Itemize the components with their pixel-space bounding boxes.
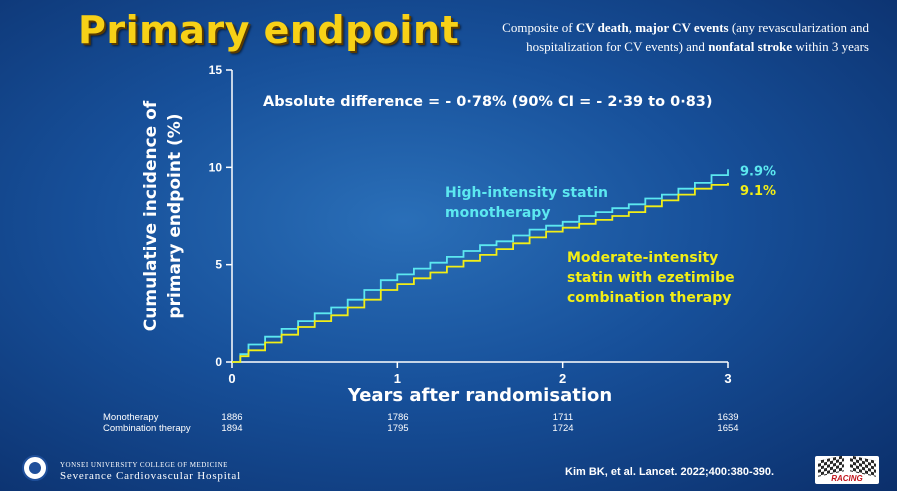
at-risk-value: 1639 <box>717 412 739 423</box>
series-line-high_intensity <box>232 169 729 363</box>
difference-annotation: Absolute difference = - 0·78% (90% CI = … <box>263 94 713 110</box>
series-label-high_intensity: monotherapy <box>445 205 550 221</box>
at-risk-value: 1795 <box>387 423 409 434</box>
y-axis-label: primary endpoint (%) <box>165 113 185 318</box>
at-risk-row-monotherapy: Monotherapy 1886 1786 1711 1639 <box>0 412 897 424</box>
x-tick-label: 3 <box>724 371 731 386</box>
x-tick-label: 1 <box>394 371 401 386</box>
at-risk-label: Monotherapy <box>103 412 159 423</box>
series-end-value-high_intensity: 9.9% <box>740 164 776 179</box>
x-tick-label: 2 <box>559 371 566 386</box>
institution-hospital: Severance Cardiovascular Hospital <box>60 470 241 482</box>
series-end-value-combination: 9.1% <box>740 184 776 199</box>
citation: Kim BK, et al. Lancet. 2022;400:380-390. <box>565 466 775 478</box>
series-label-high_intensity: High-intensity statin <box>445 185 608 201</box>
series-line-combination <box>232 182 729 363</box>
at-risk-value: 1724 <box>552 423 574 434</box>
institution-university: YONSEI UNIVERSITY COLLEGE OF MEDICINE <box>60 461 228 469</box>
y-tick-label: 15 <box>209 63 223 77</box>
at-risk-row-combination: Combination therapy 1894 1795 1724 1654 <box>0 423 897 435</box>
slide-title: Primary endpoint <box>78 8 460 52</box>
subtitle-text: Composite of <box>502 20 576 35</box>
y-tick-label: 0 <box>215 355 222 369</box>
at-risk-value: 1654 <box>717 423 739 434</box>
subtitle-text: within 3 years <box>792 39 869 54</box>
yonsei-emblem-icon <box>22 455 48 481</box>
at-risk-value: 1786 <box>387 412 409 423</box>
slide-subtitle: Composite of CV death, major CV events (… <box>429 18 869 56</box>
y-tick-label: 5 <box>215 258 222 272</box>
at-risk-label: Combination therapy <box>103 423 191 434</box>
subtitle-emphasis: CV death <box>575 20 629 35</box>
at-risk-value: 1886 <box>221 412 243 423</box>
y-tick-label: 10 <box>209 160 223 174</box>
series-label-combination: combination therapy <box>567 290 731 306</box>
racing-logo-text: RACING <box>831 474 863 483</box>
subtitle-text: (any revascularization and hospitalizati… <box>526 20 869 54</box>
at-risk-value: 1711 <box>552 412 574 423</box>
subtitle-text: , <box>628 20 636 35</box>
series-label-combination: statin with ezetimibe <box>567 270 735 286</box>
at-risk-value: 1894 <box>221 423 243 434</box>
y-axis-label: Cumulative incidence of <box>141 100 161 331</box>
subtitle-emphasis: major CV events <box>635 20 729 35</box>
subtitle-emphasis: nonfatal stroke <box>708 39 793 54</box>
racing-logo-icon: RACING <box>815 456 879 484</box>
x-axis-label: Years after randomisation <box>347 385 612 406</box>
series-label-combination: Moderate-intensity <box>567 250 718 266</box>
x-tick-label: 0 <box>228 371 235 386</box>
